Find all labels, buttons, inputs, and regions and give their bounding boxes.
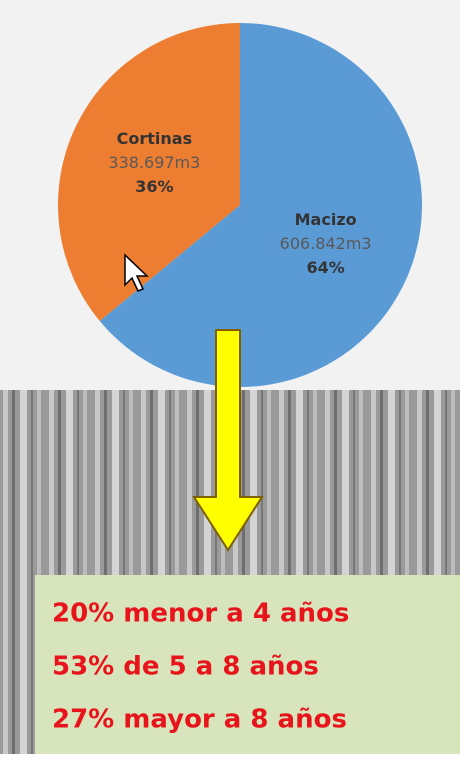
pie: Macizo 606.842m3 64% Cortinas 338.697m3 36%: [57, 23, 422, 387]
note-line: 53% de 5 a 8 años: [52, 652, 319, 682]
slice-percent: 64%: [306, 258, 344, 277]
note-line: 20% menor a 4 años: [52, 599, 349, 629]
pie-slice: [99, 23, 422, 387]
slice-percent: 36%: [135, 177, 173, 196]
slice-category: Cortinas: [117, 129, 192, 148]
slice-category: Macizo: [295, 210, 357, 229]
notes: 20% menor a 4 años 53% de 5 a 8 años 27% m…: [52, 599, 349, 735]
slice-volume: 338.697m3: [108, 153, 200, 172]
cursor: [124, 253, 149, 292]
note-line: 27% mayor a 8 años: [52, 705, 347, 735]
notes-box: [35, 575, 460, 754]
pie-slice: [57, 23, 240, 322]
arrow: [192, 329, 264, 552]
slice-volume: 606.842m3: [280, 234, 372, 253]
